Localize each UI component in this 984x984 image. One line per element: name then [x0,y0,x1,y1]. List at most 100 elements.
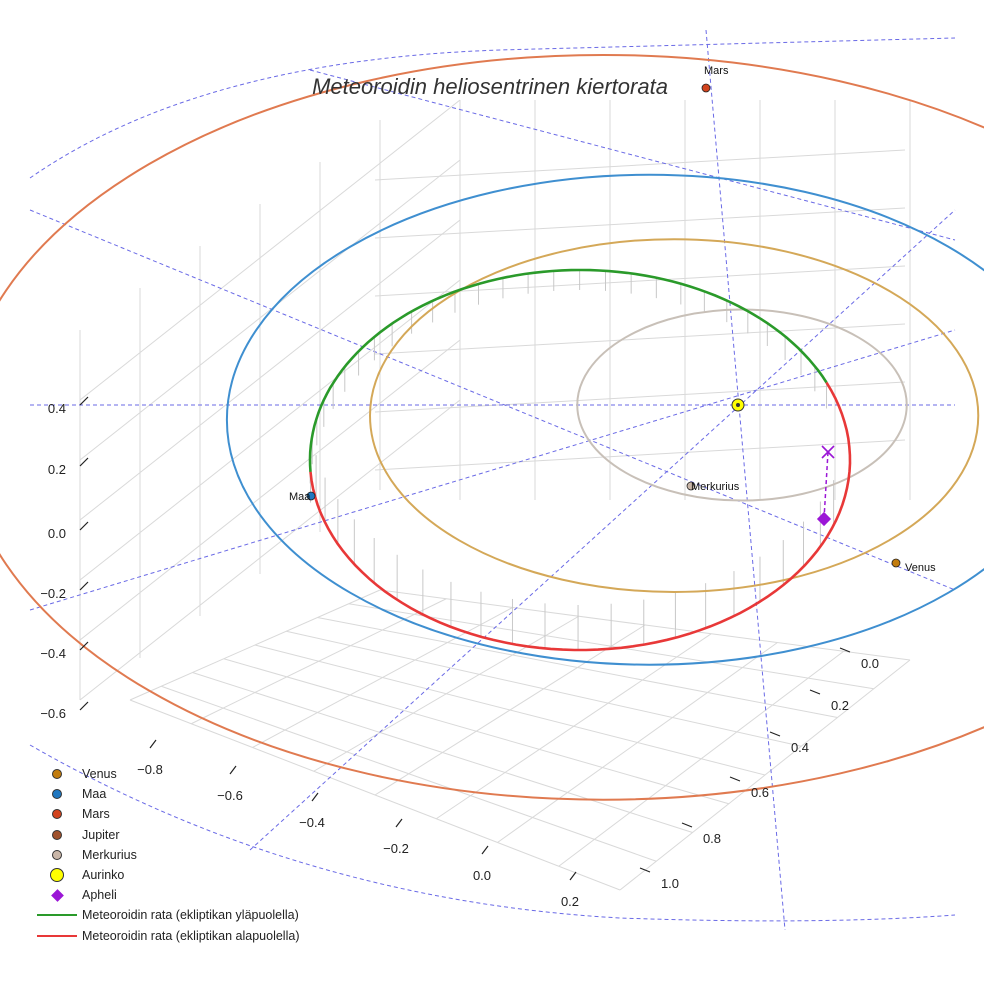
side-wall-gridline [79,279,461,581]
z_ticks-tick-mark [79,581,89,591]
legend-dot-swatch [52,829,62,840]
x_ticks-tick-mark [395,818,403,828]
ecliptic-guide-lines [29,29,956,931]
markers: Mars Maa Venus Merkurius [289,65,936,574]
back-wall-gridline [374,265,906,297]
ecliptic-guide-line [29,329,956,611]
x_ticks-tick-label: −0.6 [217,788,243,803]
sun-center [736,403,740,407]
legend-symbol [32,914,82,917]
legend-label: Mars [82,807,110,822]
legend-label: Aurinko [82,868,125,883]
floor-gridline [129,589,381,701]
planet-marker-venus [891,558,901,568]
orbit-venus [369,238,980,593]
legend-item[interactable]: Apheli [32,885,299,905]
side-wall-gridline [79,399,461,701]
y_ticks-tick-label: 0.2 [831,698,849,713]
back-wall-gridline [374,149,906,181]
y_ticks-tick-mark [839,647,851,653]
ecliptic-guide-line [705,29,786,931]
planet-marker-mars [701,83,711,93]
floor-gridline [313,615,580,772]
axis-box-grid [79,99,911,891]
planet-label-venus: Venus [905,562,936,574]
meteoroid-orbit [308,268,852,652]
y_ticks-tick-mark [729,776,741,782]
floor-gridline [558,650,845,867]
legend-item[interactable]: Mars [32,804,299,824]
x_ticks-tick-mark [569,871,577,881]
aphelion-ecliptic-cross [821,445,835,459]
legend-item[interactable]: Aurinko [32,865,299,885]
legend-dot-swatch [50,868,64,883]
side-wall-gridline [79,159,461,461]
z_ticks-tick-label: 0.2 [48,462,66,477]
planet-marker-maa [306,491,316,501]
legend-dot-swatch [52,849,62,860]
z_ticks-tick-mark [79,457,89,467]
x_ticks-tick-label: −0.8 [137,762,163,777]
z_ticks-tick-label: −0.6 [40,706,66,721]
legend-item[interactable]: Meteoroidin rata (ekliptikan alapuolella… [32,926,299,946]
legend-symbol [32,769,82,780]
side-wall-gridline [79,219,461,521]
planet-label-maa: Maa [289,491,311,503]
ecliptic-guide-line [249,209,956,851]
legend-item[interactable]: Jupiter [32,825,299,845]
x_ticks-tick-label: −0.4 [299,815,325,830]
legend-item[interactable]: Maa [32,784,299,804]
legend-label: Meteoroidin rata (ekliptikan yläpuolella… [82,908,299,923]
z_ticks-tick-label: 0.0 [48,526,66,541]
legend-diamond-swatch [50,888,64,902]
y_ticks-tick-mark [769,731,781,737]
legend-symbol [32,849,82,860]
legend-dot-swatch [52,789,62,800]
legend-label: Apheli [82,888,117,903]
y_ticks-tick-label: 1.0 [661,876,679,891]
legend-item[interactable]: Venus [32,764,299,784]
legend-symbol [32,789,82,800]
legend-item[interactable]: Meteoroidin rata (ekliptikan yläpuolella… [32,905,299,925]
legend-symbol [32,888,82,902]
legend-line-swatch [37,914,77,917]
x_ticks-tick-mark [481,845,489,855]
meteoroid-orbit-below [309,381,852,652]
legend-line-swatch [37,934,77,937]
back-wall-gridline [374,381,906,413]
back-wall-gridline [374,323,906,355]
z_ticks-tick-label: −0.2 [40,586,66,601]
legend-symbol [32,934,82,937]
legend-label: Jupiter [82,827,120,842]
legend-label: Merkurius [82,847,137,862]
floor-gridline [619,659,911,891]
meteoroid-orbit-above [308,268,828,472]
ecliptic-guide-line [29,744,956,922]
aphelion-marker [816,511,832,527]
z_ticks-tick-label: 0.4 [48,401,66,416]
back-wall-gridline [374,439,906,471]
legend-symbol [32,829,82,840]
y_ticks-tick-label: 0.6 [751,785,769,800]
y_ticks-tick-label: 0.8 [703,831,721,846]
z_ticks-tick-mark [79,701,89,711]
orbit-mars [0,54,984,801]
legend-label: Meteoroidin rata (ekliptikan alapuolella… [82,928,300,943]
y_ticks-tick-label: 0.0 [861,656,879,671]
floor-gridline [252,607,513,748]
legend: Venus Maa Mars Jupiter Merkurius Aurinko Aphel… [32,764,299,946]
side-wall-gridline [79,339,461,641]
x_ticks-tick-label: 0.0 [473,868,491,883]
z_ticks-tick-mark [79,396,89,406]
planet-marker-merkurius [686,481,696,491]
x_ticks-tick-mark [149,739,157,749]
x_ticks-tick-label: −0.2 [383,841,409,856]
legend-dot-swatch [52,769,62,780]
legend-label: Venus [82,767,117,782]
floor-gridline [374,624,646,796]
legend-item[interactable]: Merkurius [32,845,299,865]
planet-orbits [0,54,984,801]
legend-symbol [32,868,82,883]
x_ticks-tick-label: 0.2 [561,894,579,909]
